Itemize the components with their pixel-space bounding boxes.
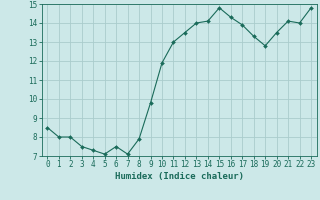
X-axis label: Humidex (Indice chaleur): Humidex (Indice chaleur) (115, 172, 244, 181)
